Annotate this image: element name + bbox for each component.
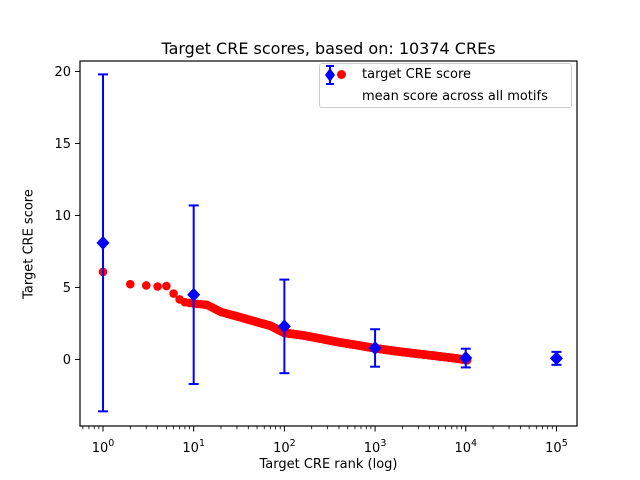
x-tick-label: 104 xyxy=(454,438,477,456)
x-tick-label: 101 xyxy=(182,438,205,456)
legend-entry-mean-score: mean score across all motifs xyxy=(320,65,571,108)
y-tick-label: 0 xyxy=(63,353,71,368)
y-axis-label: Target CRE score xyxy=(21,189,37,299)
plot-frame xyxy=(79,60,578,427)
cre-score-point xyxy=(141,281,151,290)
legend-label-target-cre-score: target CRE score xyxy=(362,67,472,83)
legend: target CRE score mean score across all m… xyxy=(319,63,572,108)
cre-score-point xyxy=(153,282,162,291)
x-tick-label: 103 xyxy=(364,438,387,456)
y-tick-label: 20 xyxy=(54,65,71,80)
mean-score-diamond xyxy=(549,351,563,366)
mean-score-diamond xyxy=(187,287,201,302)
x-axis: 100 101 102 103 104 105 xyxy=(82,426,568,456)
cre-score-point xyxy=(162,281,171,291)
chart-title: Target CRE scores, based on: 10374 CREs xyxy=(161,39,496,58)
mean-score-diamond xyxy=(96,235,110,250)
x-tick-label: 105 xyxy=(545,438,568,456)
y-axis: 0 5 10 15 20 xyxy=(54,65,80,368)
mean-score-diamond xyxy=(368,340,382,355)
legend-label-mean-score: mean score across all motifs xyxy=(362,88,548,104)
x-axis-label: Target CRE rank (log) xyxy=(259,457,398,472)
legend-entry-target-cre-score: target CRE score xyxy=(320,64,571,86)
blue-series xyxy=(96,73,563,413)
x-tick-label: 102 xyxy=(273,438,296,456)
red-circle-marker-icon xyxy=(320,70,362,80)
y-tick-label: 15 xyxy=(54,137,71,152)
cre-score-point xyxy=(169,289,178,298)
x-tick-label: 100 xyxy=(92,438,115,456)
red-series xyxy=(98,267,472,365)
mean-score-diamond xyxy=(277,319,291,334)
y-tick-label: 5 xyxy=(63,281,71,296)
cre-score-point xyxy=(126,279,135,289)
mean-score-diamond xyxy=(459,351,473,366)
y-tick-label: 10 xyxy=(54,209,71,224)
